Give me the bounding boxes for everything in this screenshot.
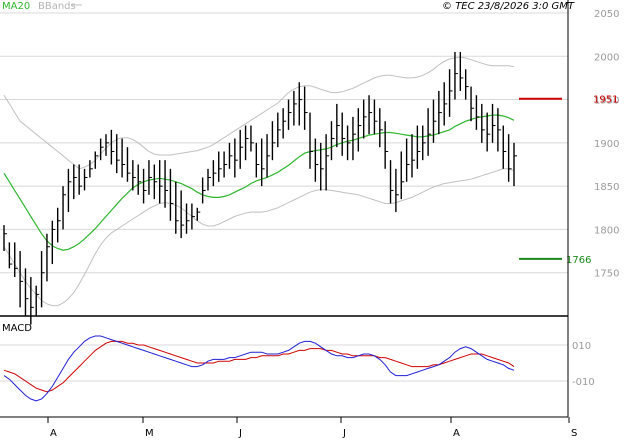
x-tick-label: A [50, 428, 57, 439]
price-y-tick-label: 1900 [594, 139, 619, 150]
bbands-upper-line [3, 56, 515, 170]
price-panel [0, 0, 568, 316]
ma20-legend: MA20 [2, 1, 30, 12]
ma20-line [3, 114, 515, 251]
macd-y-tick-label: 010 [572, 341, 591, 352]
macd-y-tick-label: -010 [572, 377, 595, 388]
price-y-tick-label: 2050 [594, 9, 619, 20]
x-tick-label: J [238, 428, 242, 439]
bbands-lower-line [3, 168, 515, 307]
macd-signal-line [3, 340, 515, 393]
macd-plot-area [3, 335, 515, 402]
price-y-tick-label: 1800 [594, 225, 619, 236]
price-y-tick-label: 2000 [594, 52, 619, 63]
bbands-legend: BBands [38, 1, 76, 12]
x-tick-label: J [342, 428, 346, 439]
macd-title: MACD [2, 323, 32, 334]
macd-line [3, 335, 515, 402]
x-tick-label: A [453, 428, 460, 439]
price-y-tick-label: 1950 [594, 96, 619, 107]
macd-panel [0, 318, 568, 417]
price-y-tick-label: 1850 [594, 182, 619, 193]
macd-gridlines [0, 344, 568, 382]
support-label: 1766 [566, 255, 591, 266]
source-credit: © TEC 23/8/2026 3:0 GMT [442, 1, 575, 12]
x-tick-label: M [145, 428, 154, 439]
resistance-label: 1951 [593, 95, 618, 106]
price-y-tick-label: 1750 [594, 269, 619, 280]
x-tick-label: S [571, 428, 577, 439]
